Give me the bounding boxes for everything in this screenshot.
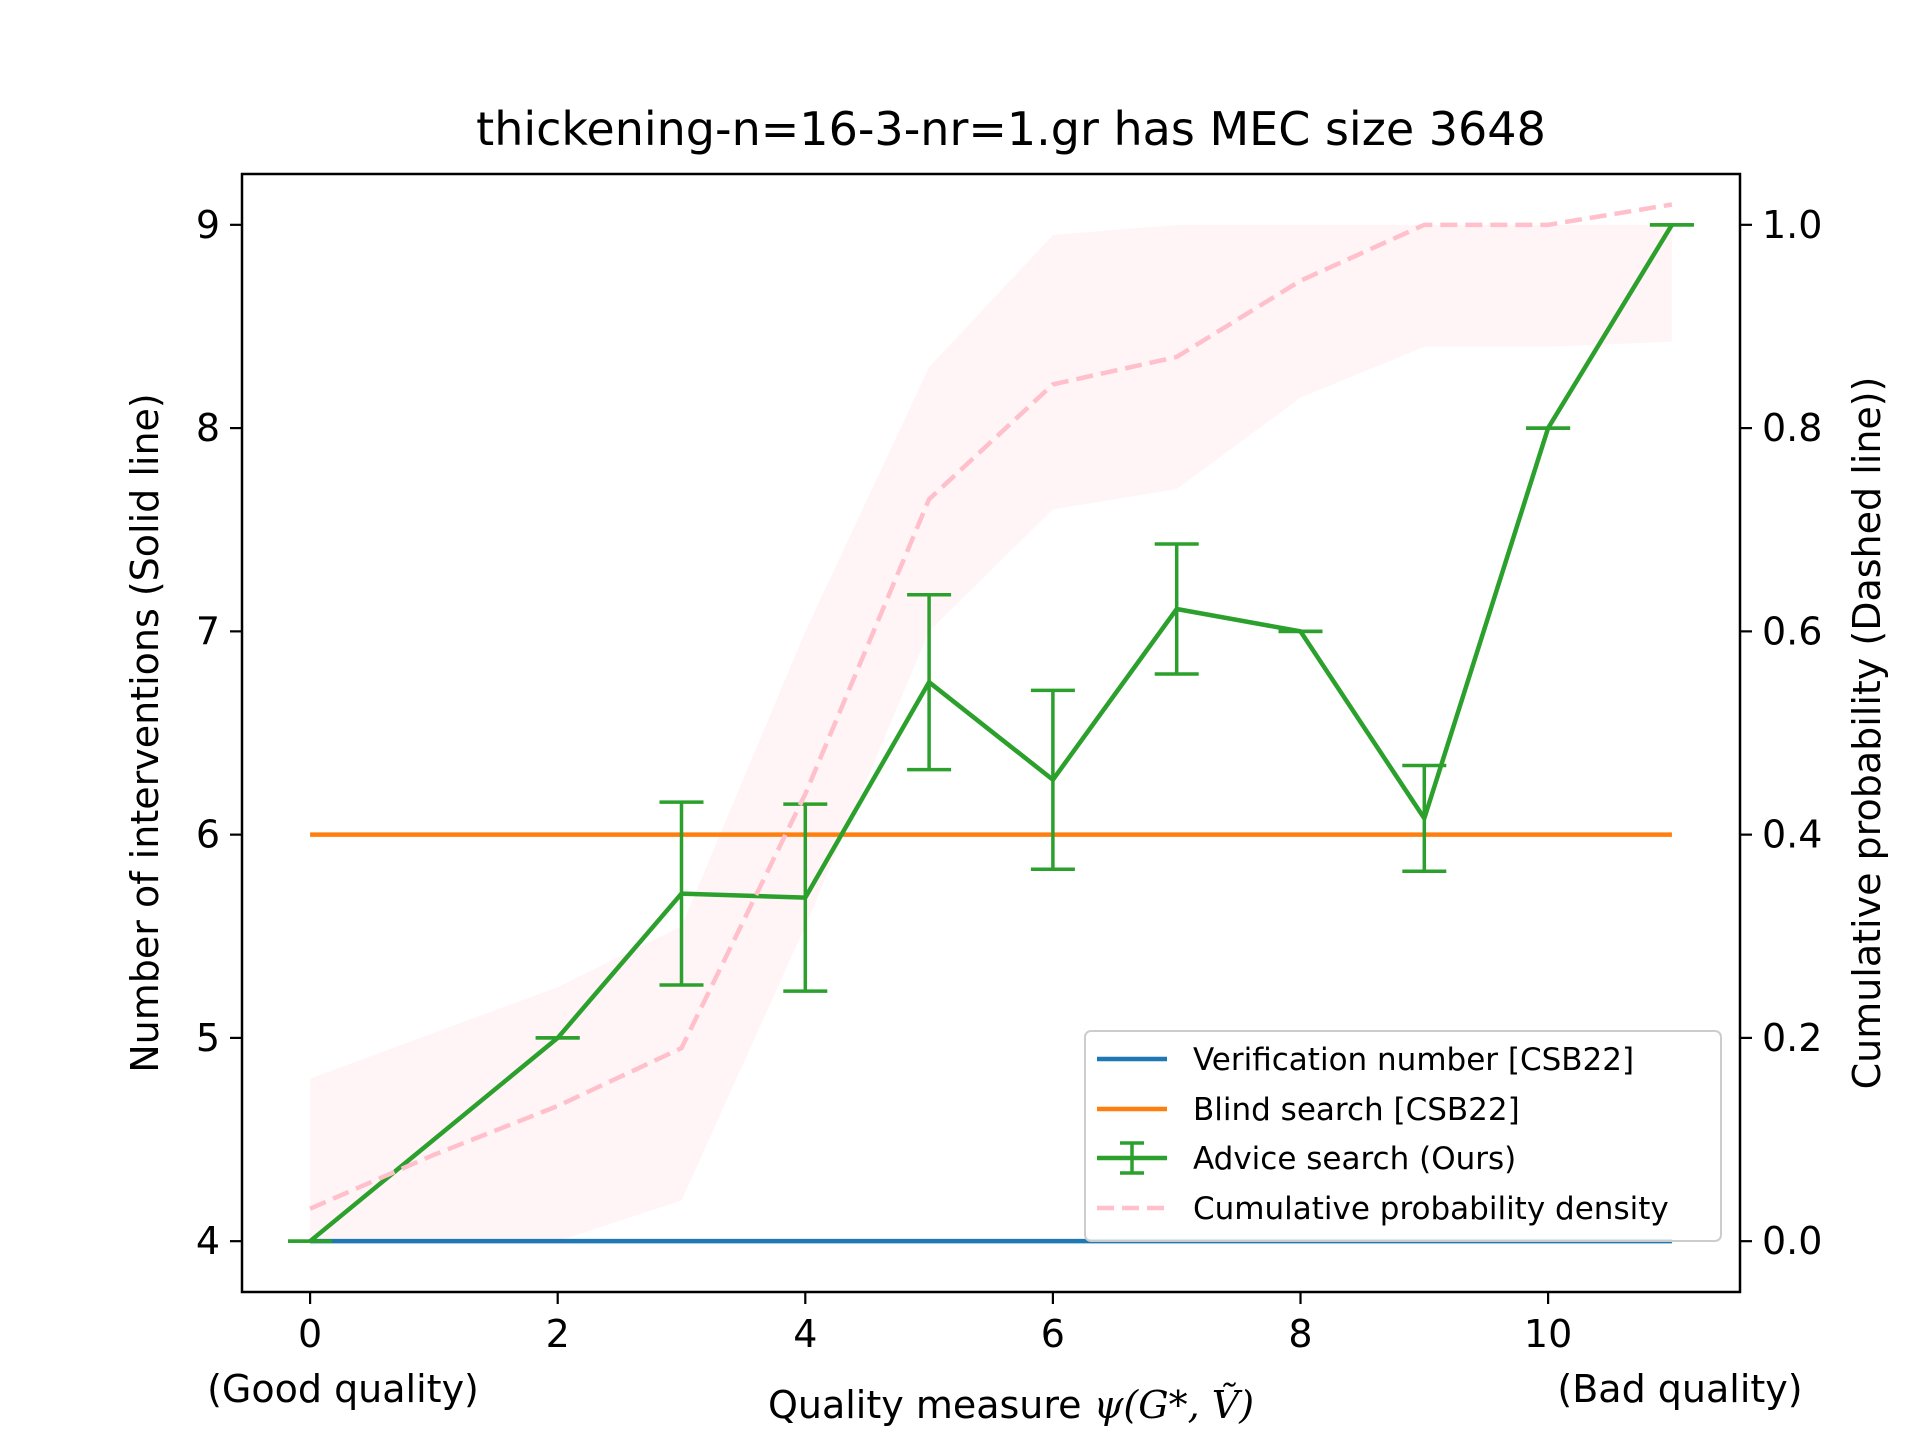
x-axis-note-right: (Bad quality): [1557, 1367, 1802, 1411]
axes: 0 2 4 6 8 10 4 5 6 7 8 9 0.0 0.2 0.4 0.6 0.8 1.0 Number of…: [123, 172, 1889, 1427]
x-tick-label: 2: [546, 1312, 570, 1356]
y-left-tick-label: 5: [196, 1016, 220, 1060]
x-axis-note-left: (Good quality): [207, 1367, 479, 1411]
legend-box: [1084, 1030, 1722, 1242]
y-left-tick-label: 9: [196, 203, 220, 247]
legend-entry-label: Advice search (Ours): [1193, 1141, 1516, 1177]
y-left-tick-label: 8: [196, 406, 220, 450]
x-tick-label: 8: [1288, 1312, 1312, 1356]
legend: Verification number [CSB22] Blind search …: [1084, 1030, 1722, 1242]
cumulative-probability-band: [310, 224, 1672, 1242]
x-tick-label: 4: [793, 1312, 817, 1356]
y-left-axis-label: Number of interventions (Solid line): [123, 393, 167, 1073]
x-tick-label: 0: [298, 1312, 322, 1356]
x-axis-label: Quality measure ψ(G*, Ṽ): [768, 1383, 1254, 1427]
x-tick-label: 10: [1524, 1312, 1572, 1356]
x-axis-label-math: ψ(G*, Ṽ): [1094, 1383, 1254, 1427]
x-tick-label: 6: [1041, 1312, 1065, 1356]
y-right-tick-label: 0.0: [1762, 1219, 1822, 1263]
legend-entry-label: Blind search [CSB22]: [1193, 1092, 1520, 1128]
y-right-tick-label: 0.8: [1762, 406, 1822, 450]
y-left-tick-label: 6: [196, 813, 220, 857]
cumulative-probability-line: [309, 202, 1673, 1211]
x-axis-label-text: Quality measure: [768, 1383, 1094, 1427]
y-left-tick-label: 7: [196, 609, 220, 653]
y-left-tick-label: 4: [196, 1219, 220, 1263]
y-right-tick-label: 1.0: [1762, 203, 1822, 247]
chart-title: thickening-n=16-3-nr=1.gr has MEC size 3…: [476, 102, 1546, 156]
y-right-axis-label: Cumulative probability (Dashed line)): [1845, 377, 1889, 1090]
y-right-tick-label: 0.2: [1762, 1016, 1822, 1060]
y-right-tick-label: 0.4: [1762, 813, 1822, 857]
legend-entry-label: Verification number [CSB22]: [1193, 1042, 1634, 1078]
y-right-tick-label: 0.6: [1762, 609, 1822, 653]
plot-frame: [240, 172, 1742, 1294]
legend-entry-label: Cumulative probability density: [1193, 1191, 1669, 1227]
plot-area: [288, 202, 1694, 1244]
